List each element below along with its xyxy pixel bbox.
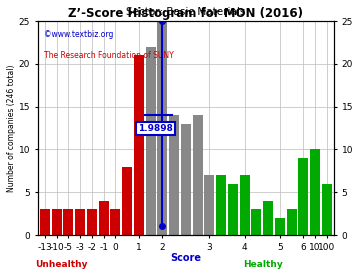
Text: 1.9898: 1.9898 — [138, 124, 173, 133]
Bar — [310, 150, 320, 235]
Bar — [216, 175, 226, 235]
Text: The Research Foundation of SUNY: The Research Foundation of SUNY — [44, 51, 174, 60]
Bar — [75, 209, 85, 235]
Bar — [134, 55, 144, 235]
X-axis label: Score: Score — [170, 253, 201, 263]
Bar — [287, 209, 297, 235]
Bar — [275, 218, 285, 235]
Bar — [87, 209, 97, 235]
Bar — [298, 158, 309, 235]
Bar — [63, 209, 73, 235]
Bar — [193, 115, 203, 235]
Text: Sector: Basic Materials: Sector: Basic Materials — [126, 7, 246, 17]
Bar — [157, 21, 167, 235]
Bar — [52, 209, 62, 235]
Bar — [228, 184, 238, 235]
Text: Healthy: Healthy — [243, 260, 283, 269]
Title: Z’-Score Histogram for MON (2016): Z’-Score Histogram for MON (2016) — [68, 7, 303, 20]
Bar — [240, 175, 249, 235]
Text: Unhealthy: Unhealthy — [35, 260, 87, 269]
Text: ©www.textbiz.org: ©www.textbiz.org — [44, 30, 113, 39]
Bar — [169, 115, 179, 235]
Bar — [99, 201, 109, 235]
Y-axis label: Number of companies (246 total): Number of companies (246 total) — [7, 64, 16, 192]
Bar — [40, 209, 50, 235]
Bar — [111, 209, 120, 235]
Bar — [122, 167, 132, 235]
Bar — [146, 47, 156, 235]
Bar — [322, 184, 332, 235]
Bar — [251, 209, 261, 235]
Bar — [263, 201, 273, 235]
Bar — [204, 175, 214, 235]
Bar — [181, 124, 191, 235]
